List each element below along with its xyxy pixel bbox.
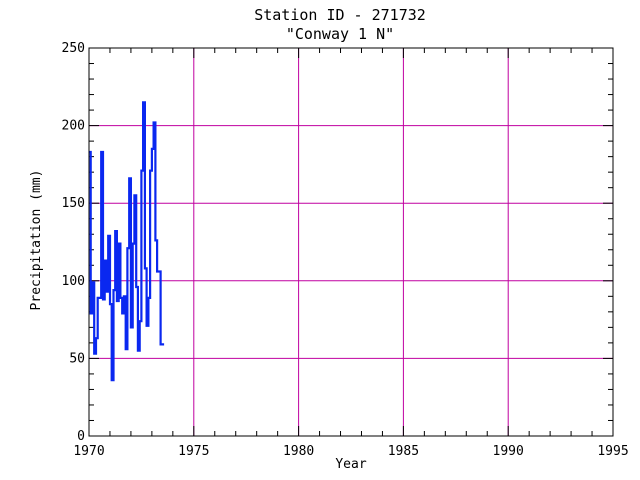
y-tick-label: 100 <box>62 274 85 289</box>
y-tick-label: 250 <box>62 41 85 56</box>
x-tick-labels: 1970 1975 1980 1985 1990 1995 <box>73 444 628 459</box>
grid-lines <box>89 48 613 436</box>
x-tick-label: 1995 <box>597 444 628 459</box>
x-tick-label: 1990 <box>493 444 524 459</box>
y-tick-label: 200 <box>62 119 85 134</box>
y-tick-label: 50 <box>69 351 85 366</box>
data-series <box>89 101 165 382</box>
x-tick-label: 1985 <box>388 444 419 459</box>
series-line <box>89 101 165 382</box>
y-axis-label: Precipitation (mm) <box>29 170 44 311</box>
y-tick-label: 0 <box>77 429 85 444</box>
chart-subtitle: "Conway 1 N" <box>286 25 394 43</box>
x-axis-label: Year <box>335 457 366 472</box>
x-tick-label: 1970 <box>73 444 104 459</box>
y-tick-label: 150 <box>62 196 85 211</box>
plot-frame <box>88 47 614 437</box>
x-tick-label: 1980 <box>283 444 314 459</box>
y-tick-labels: 0 50 100 150 200 250 <box>62 41 85 444</box>
chart-title: Station ID - 271732 <box>254 6 426 24</box>
x-tick-label: 1975 <box>178 444 209 459</box>
